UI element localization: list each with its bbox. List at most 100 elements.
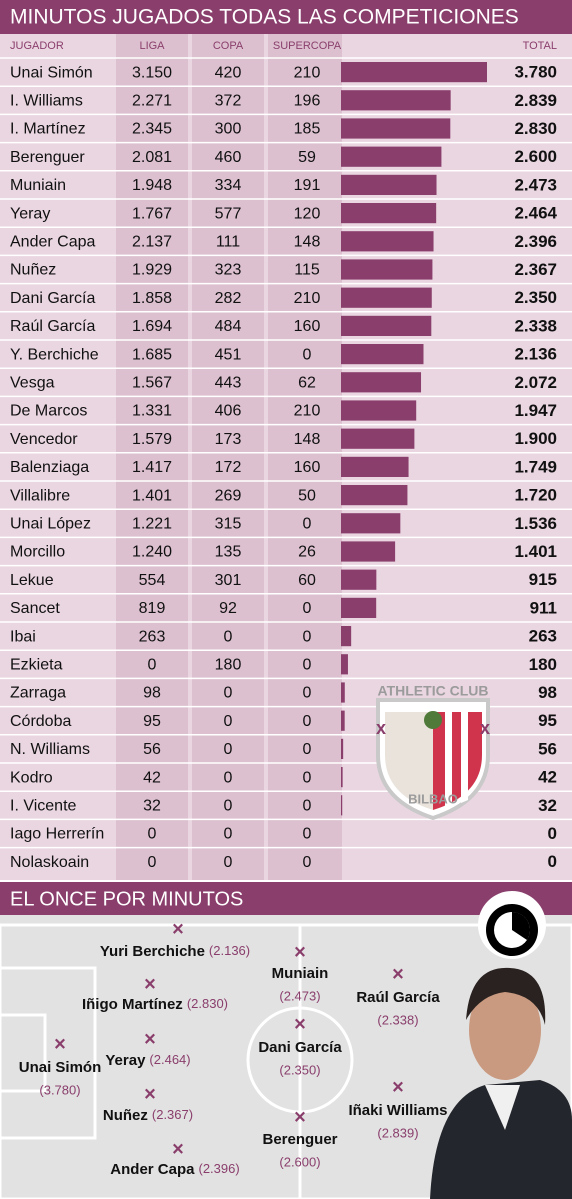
player-name: Iñigo Martínez [82, 996, 183, 1013]
player-name: Raúl García [356, 989, 440, 1006]
cell: 0 [303, 798, 312, 815]
total: 32 [538, 796, 557, 815]
cell: 1.221 [132, 516, 172, 533]
player-name: Ezkieta [10, 657, 63, 674]
cell: 1.948 [132, 177, 172, 194]
player-name: N. Williams [10, 741, 90, 758]
cell: 148 [294, 234, 321, 251]
cell: 1.331 [132, 403, 172, 420]
cell: 60 [298, 572, 316, 589]
total-bar [341, 118, 451, 139]
cell: 148 [294, 431, 321, 448]
player-name: Unai Simón [10, 64, 93, 81]
cell: 210 [294, 403, 321, 420]
cell: 62 [298, 375, 316, 392]
total-bar [341, 259, 433, 280]
total-bar [341, 174, 437, 195]
pitch-title: EL ONCE POR MINUTOS [10, 888, 243, 910]
total: 1.900 [514, 429, 557, 448]
player-name: Berenguer [10, 149, 85, 166]
cell: 1.579 [132, 431, 172, 448]
cell: 0 [148, 826, 157, 843]
cell: 0 [224, 685, 233, 702]
player-name: Y. Berchiche [10, 346, 99, 363]
cell: 554 [139, 572, 166, 589]
player-name: Dani García [10, 290, 95, 307]
player-name: Kodro [10, 769, 53, 786]
player-marker: × [294, 941, 306, 963]
player-minutes: (2.830) [187, 996, 228, 1011]
total: 1.401 [514, 542, 557, 561]
player-marker: × [392, 963, 404, 985]
player-label: Iñigo Martínez (2.830) [82, 996, 228, 1013]
player-minutes: (2.600) [279, 1154, 320, 1169]
player-label: Ander Capa (2.396) [110, 1161, 239, 1178]
column-header: JUGADOR [10, 40, 64, 52]
total-bar [341, 710, 345, 731]
cell: 300 [215, 121, 242, 138]
player-name: Vencedor [10, 431, 78, 448]
total: 2.396 [514, 232, 557, 251]
cell: 406 [215, 403, 242, 420]
player-minutes: (2.839) [377, 1125, 418, 1140]
cell: 1.694 [132, 318, 172, 335]
player-name: Iago Herrerín [10, 826, 104, 843]
total: 263 [529, 627, 557, 646]
cell: 32 [143, 798, 161, 815]
total-bar [341, 428, 415, 449]
cell: 334 [215, 177, 242, 194]
player-minutes: (2.396) [198, 1161, 239, 1176]
cell: 115 [294, 262, 320, 279]
total: 2.072 [514, 373, 557, 392]
cell: 0 [303, 516, 312, 533]
total-bar [341, 400, 417, 421]
player-marker: × [144, 973, 156, 995]
cell: 1.767 [132, 205, 172, 222]
total: 2.350 [514, 288, 557, 307]
total: 56 [538, 739, 557, 758]
cell: 263 [139, 628, 166, 645]
player-name: Nolaskoain [10, 854, 89, 871]
column-header: LIGA [139, 40, 165, 52]
title-bar [0, 0, 572, 34]
cell: 196 [294, 93, 321, 110]
cell: 301 [215, 572, 242, 589]
player-name: I. Martínez [10, 121, 86, 138]
player-name: Unai Simón [19, 1059, 102, 1076]
cell: 180 [215, 657, 242, 674]
player-name: Morcillo [10, 544, 65, 561]
player-name: Unai López [10, 516, 91, 533]
cell: 819 [139, 600, 166, 617]
cell: 59 [298, 149, 316, 166]
player-name: Villalibre [10, 487, 70, 504]
total: 2.600 [514, 147, 557, 166]
player-name: Zarraga [10, 685, 66, 702]
cell: 2.345 [132, 121, 172, 138]
total-bar [341, 62, 487, 83]
cell: 160 [294, 459, 321, 476]
cell: 160 [294, 318, 321, 335]
total-bar [341, 146, 442, 167]
cell: 1.240 [132, 544, 172, 561]
cell: 460 [215, 149, 242, 166]
player-label: Yuri Berchiche (2.136) [100, 943, 250, 960]
cell: 372 [215, 93, 242, 110]
col-band [268, 34, 342, 880]
cell: 0 [303, 826, 312, 843]
cell: 0 [303, 657, 312, 674]
player-name: Ander Capa [10, 234, 95, 251]
cell: 0 [224, 826, 233, 843]
cell: 42 [143, 769, 161, 786]
total: 2.839 [514, 91, 557, 110]
total-bar [341, 597, 377, 618]
player-marker: × [54, 1033, 66, 1055]
player-label: Yeray (2.464) [105, 1052, 190, 1069]
cell: 269 [215, 487, 242, 504]
total: 2.464 [514, 204, 557, 223]
total-bar [341, 682, 345, 703]
cell: 577 [215, 205, 242, 222]
cell: 0 [303, 741, 312, 758]
total-bar [341, 541, 396, 562]
cell: 2.137 [132, 234, 172, 251]
